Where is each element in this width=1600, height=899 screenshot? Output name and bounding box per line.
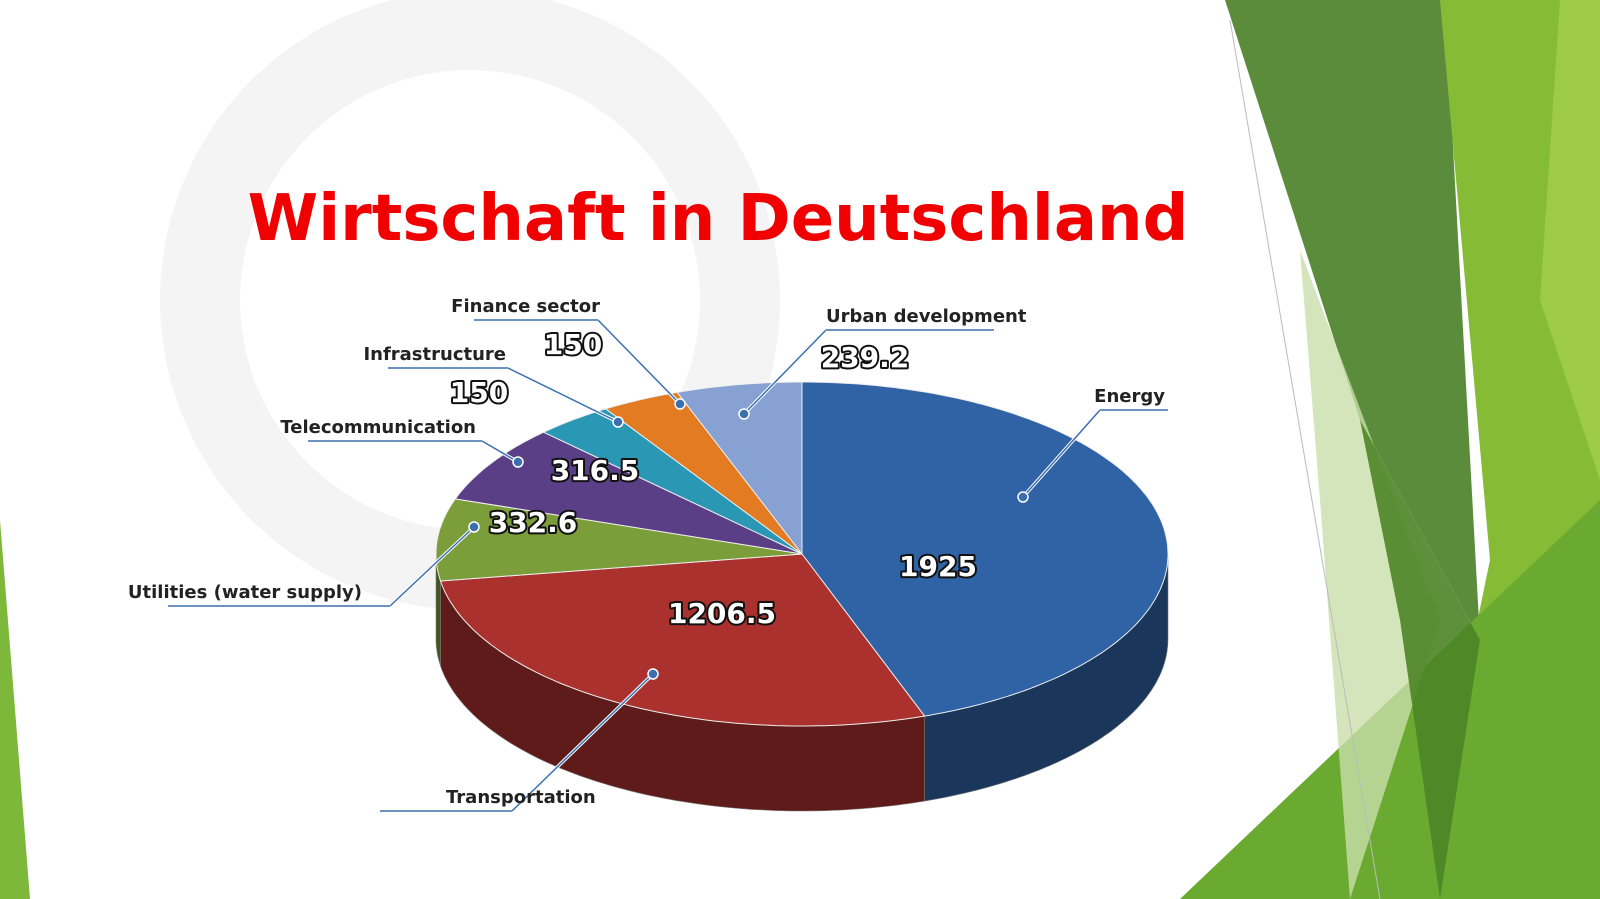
value-label: 1206.5 (668, 597, 776, 630)
leader-line (507, 367, 619, 423)
category-label: Finance sector (451, 296, 600, 317)
leader-line (1022, 409, 1101, 498)
leader-line (743, 329, 827, 415)
green-shape (1540, 0, 1600, 480)
category-label: Utilities (water supply) (128, 582, 362, 603)
green-shape (1300, 250, 1440, 899)
leader-line (511, 673, 654, 812)
category-label: Infrastructure (363, 344, 506, 365)
value-label: 150 (544, 328, 602, 361)
leader-line (481, 440, 519, 463)
leader-dot (1017, 491, 1029, 503)
category-label: Urban development (826, 306, 1027, 327)
green-shape (0, 520, 30, 899)
green-shape (1225, 0, 1480, 640)
leader-dot (738, 408, 750, 420)
leader-dot (612, 416, 624, 428)
leader-dot (468, 521, 480, 533)
leader-line (389, 526, 475, 607)
slice (435, 498, 803, 582)
leader-dot (512, 456, 524, 468)
slice (801, 381, 1169, 717)
value-label: 150 (450, 376, 508, 409)
category-label: Transportation (446, 787, 596, 808)
slice (454, 431, 803, 555)
slice (439, 553, 926, 727)
value-label: 316.5 (551, 454, 640, 487)
leader-dot (647, 668, 659, 680)
value-label: 239.2 (821, 341, 910, 374)
leader-line (597, 319, 681, 405)
slice (676, 381, 803, 556)
green-shape (1360, 420, 1480, 899)
category-label: Telecommunication (280, 417, 476, 438)
slide-title: Wirtschaft in Deutschland (248, 182, 1189, 256)
pie-chart: Energy 1925 Transportation 1206.5 Utilities … (128, 296, 1169, 813)
deco-line (1229, 19, 1381, 899)
leader-dot (674, 398, 686, 410)
value-label: 1925 (899, 550, 977, 583)
category-label: Energy (1094, 386, 1165, 407)
value-label: 332.6 (489, 506, 578, 539)
